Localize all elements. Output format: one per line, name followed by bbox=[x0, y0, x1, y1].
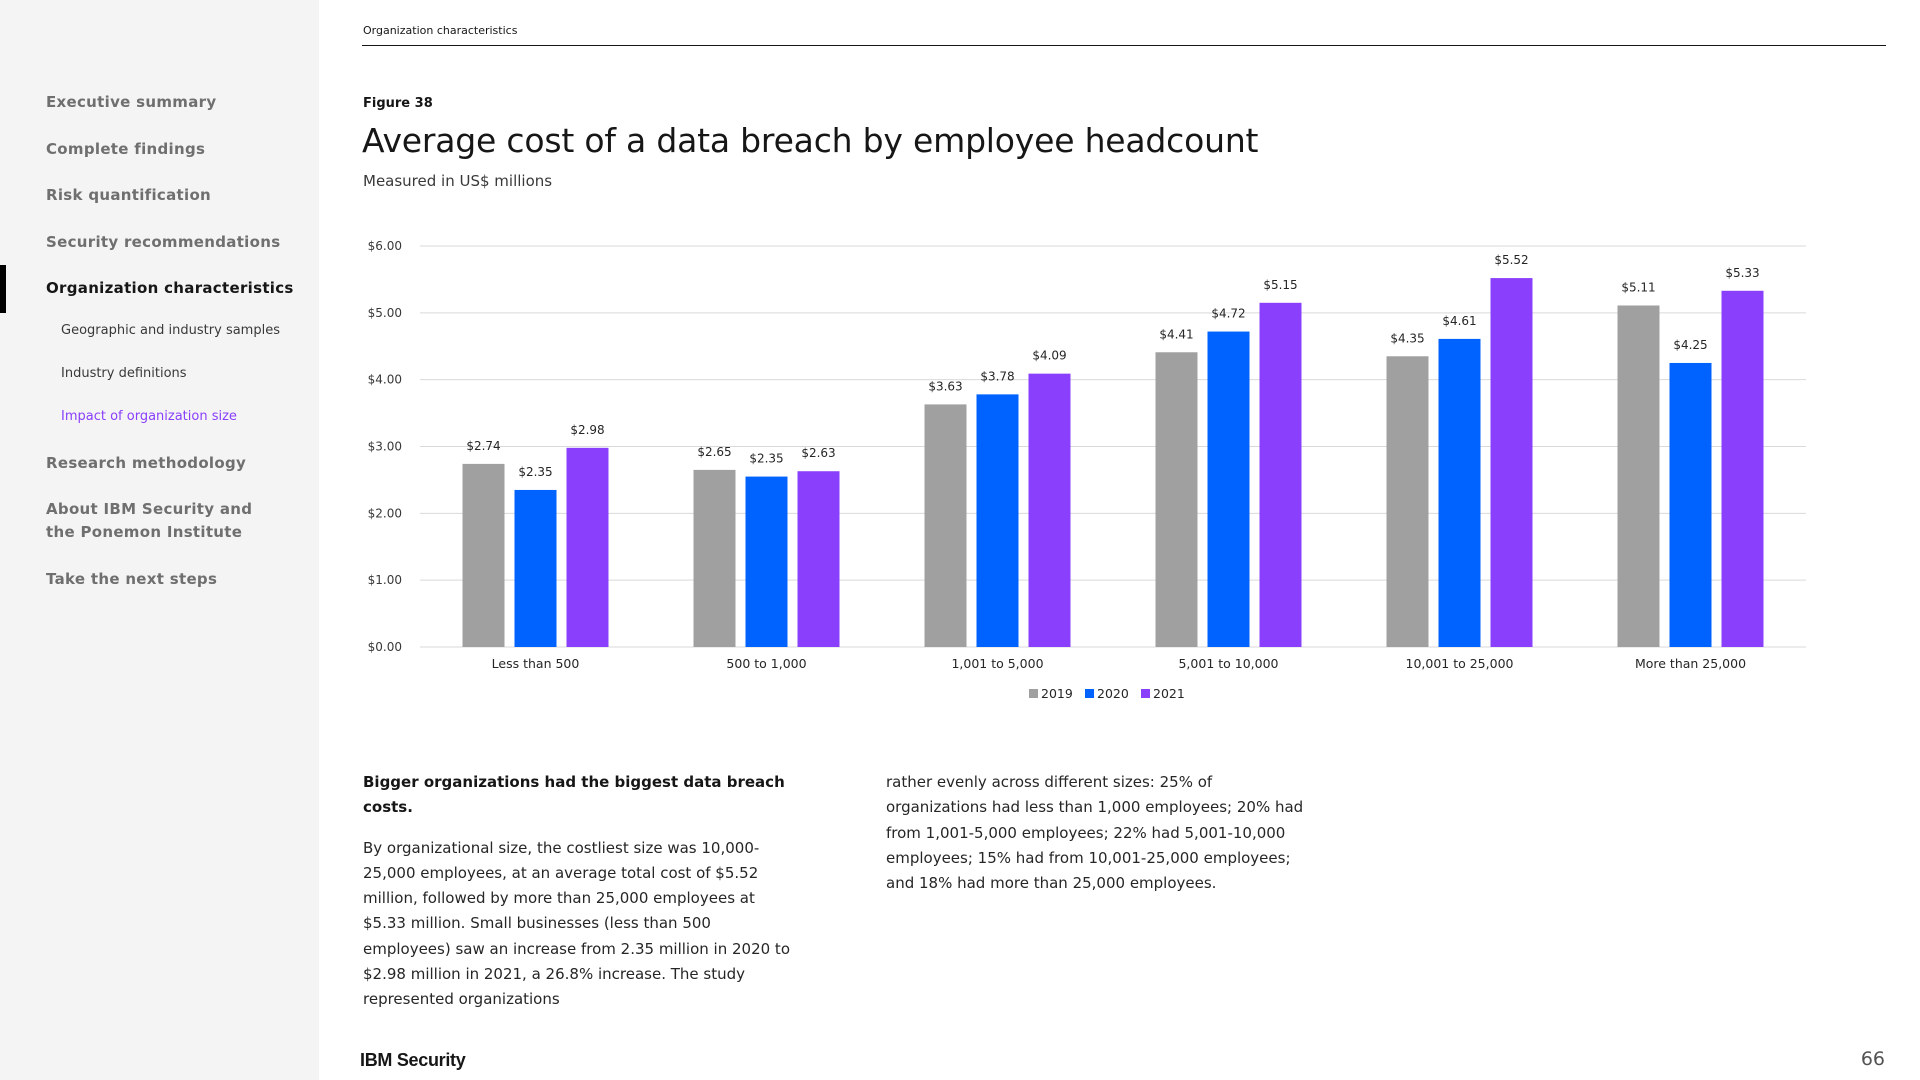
legend-label: 2019 bbox=[1041, 686, 1073, 701]
bar-2020 bbox=[976, 394, 1019, 647]
data-label: $4.09 bbox=[1032, 349, 1066, 363]
bar-chart: $0.00 $1.00 $2.00 $3.00 $4.00 $5.00 $6.00 $2.74… bbox=[368, 239, 1806, 701]
legend-label: 2021 bbox=[1153, 686, 1185, 701]
bar-2021 bbox=[797, 471, 840, 647]
body-column-2: rather evenly across different sizes: 25… bbox=[886, 770, 1306, 896]
sidebar-item-security-recommendations[interactable]: Security recommendations bbox=[46, 233, 281, 251]
x-tick-label: 500 to 1,000 bbox=[726, 656, 806, 671]
data-label: $2.35 bbox=[518, 465, 552, 479]
data-label: $5.11 bbox=[1621, 280, 1655, 294]
y-tick-label: $0.00 bbox=[368, 640, 402, 654]
data-label: $2.35 bbox=[749, 452, 783, 466]
body-paragraph-2: rather evenly across different sizes: 25… bbox=[886, 773, 1304, 893]
chart-title: Average cost of a data breach by employe… bbox=[362, 121, 1259, 160]
sidebar-subitem-organization-size[interactable]: Impact of organization size bbox=[61, 409, 237, 424]
sidebar-item-next-steps[interactable]: Take the next steps bbox=[46, 570, 218, 588]
bar-2019 bbox=[1155, 352, 1198, 647]
bar-2019 bbox=[1617, 305, 1660, 647]
x-tick-label: 10,001 to 25,000 bbox=[1406, 656, 1514, 671]
bar-2019 bbox=[1386, 356, 1429, 647]
active-indicator bbox=[0, 265, 6, 313]
data-label: $5.33 bbox=[1725, 266, 1759, 280]
y-tick-label: $2.00 bbox=[368, 506, 402, 520]
data-label: $3.78 bbox=[980, 369, 1014, 383]
bar-2020 bbox=[1438, 338, 1481, 647]
figure-label: Figure 38 bbox=[363, 96, 433, 111]
sidebar-item-complete-findings[interactable]: Complete findings bbox=[46, 140, 206, 158]
sidebar-subitem-industry-definitions[interactable]: Industry definitions bbox=[61, 366, 187, 381]
legend-swatch bbox=[1141, 689, 1150, 698]
legend-swatch bbox=[1085, 689, 1094, 698]
body-heading: Bigger organizations had the biggest dat… bbox=[363, 773, 785, 817]
data-label: $4.72 bbox=[1211, 307, 1245, 321]
header-divider bbox=[362, 45, 1886, 46]
bar-2020 bbox=[514, 489, 557, 647]
x-tick-label: 1,001 to 5,000 bbox=[951, 656, 1043, 671]
legend-label: 2020 bbox=[1097, 686, 1129, 701]
bar-2020 bbox=[1207, 331, 1250, 647]
x-tick-label: Less than 500 bbox=[492, 656, 580, 671]
data-label: $2.98 bbox=[570, 423, 604, 437]
data-label: $4.35 bbox=[1390, 331, 1424, 345]
y-tick-label: $5.00 bbox=[368, 306, 402, 320]
sidebar-item-about-ibm[interactable]: About IBM Security and the Ponemon Insti… bbox=[46, 500, 253, 541]
x-tick-label: More than 25,000 bbox=[1635, 656, 1746, 671]
sidebar-item-organization-characteristics[interactable]: Organization characteristics bbox=[46, 279, 294, 297]
data-label: $2.65 bbox=[697, 445, 731, 459]
body-paragraph-1: By organizational size, the costliest si… bbox=[363, 838, 790, 1009]
bar-2020 bbox=[745, 476, 788, 647]
data-label: $4.25 bbox=[1673, 338, 1707, 352]
sidebar-item-executive-summary[interactable]: Executive summary bbox=[46, 93, 217, 111]
y-tick-label: $3.00 bbox=[368, 440, 402, 454]
sidebar-item-research-methodology[interactable]: Research methodology bbox=[46, 454, 247, 472]
bar-2019 bbox=[693, 469, 736, 647]
bar-2021 bbox=[1490, 278, 1533, 647]
y-tick-label: $1.00 bbox=[368, 573, 402, 587]
data-label: $5.15 bbox=[1263, 278, 1297, 292]
data-label: $5.52 bbox=[1494, 253, 1528, 267]
page-number: 66 bbox=[1860, 1048, 1885, 1070]
bar-2021 bbox=[1028, 373, 1071, 647]
ibm-security-logo: IBM Security bbox=[360, 1050, 466, 1071]
bar-2021 bbox=[1259, 302, 1302, 647]
logo-ibm: IBM bbox=[360, 1050, 393, 1070]
data-label: $3.63 bbox=[928, 379, 962, 393]
legend-swatch bbox=[1029, 689, 1038, 698]
body-column-1: Bigger organizations had the biggest dat… bbox=[363, 770, 799, 1013]
sidebar-item-risk-quantification[interactable]: Risk quantification bbox=[46, 186, 212, 204]
chart-subtitle: Measured in US$ millions bbox=[363, 172, 553, 190]
data-label: $2.63 bbox=[801, 446, 835, 460]
x-tick-label: 5,001 to 10,000 bbox=[1178, 656, 1278, 671]
logo-security: Security bbox=[396, 1050, 466, 1070]
y-tick-label: $6.00 bbox=[368, 239, 402, 253]
bar-2020 bbox=[1669, 362, 1712, 647]
data-label: $4.41 bbox=[1159, 327, 1193, 341]
y-tick-label: $4.00 bbox=[368, 373, 402, 387]
sidebar: Executive summary Complete findings Risk… bbox=[0, 0, 319, 1080]
sidebar-subitem-geographic-industry[interactable]: Geographic and industry samples bbox=[61, 323, 280, 338]
bar-2019 bbox=[462, 463, 505, 647]
data-label: $4.61 bbox=[1442, 314, 1476, 328]
data-label: $2.74 bbox=[466, 439, 500, 453]
bar-2021 bbox=[566, 447, 609, 647]
section-label: Organization characteristics bbox=[363, 24, 518, 37]
bar-2021 bbox=[1721, 290, 1764, 647]
bar-2019 bbox=[924, 404, 967, 647]
